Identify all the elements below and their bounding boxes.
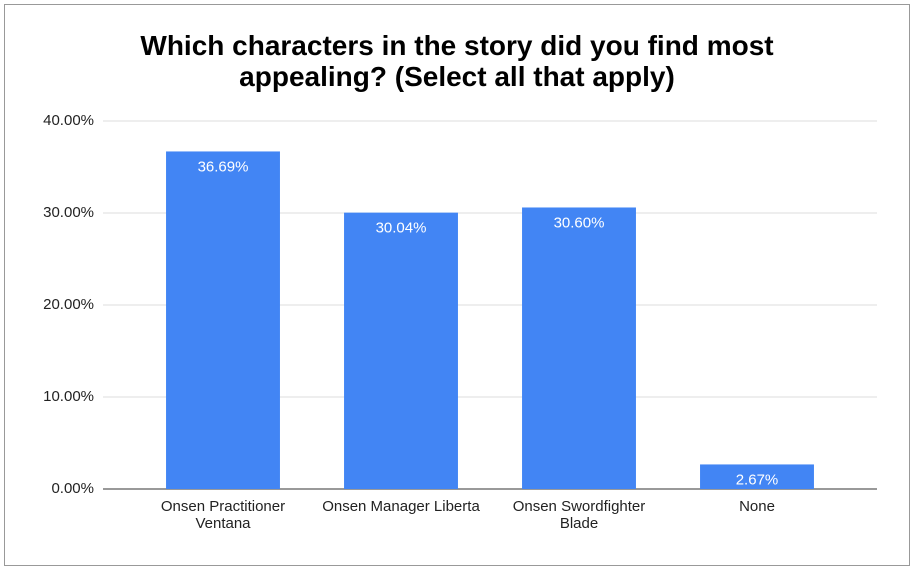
value-label: 30.04% — [376, 220, 427, 237]
bar — [700, 464, 814, 489]
x-tick-label: Onsen Swordfighter Blade — [512, 498, 646, 532]
value-label: 30.60% — [554, 214, 605, 231]
y-tick-label: 30.00% — [43, 204, 94, 221]
bar — [522, 207, 636, 490]
chart-title: Which characters in the story did you fi… — [140, 30, 774, 92]
x-tick-label: Onsen Practitioner Ventana — [160, 498, 286, 532]
value-label: 2.67% — [736, 471, 779, 488]
y-tick-label: 40.00% — [43, 112, 94, 129]
y-tick-label: 20.00% — [43, 296, 94, 313]
bar — [166, 151, 280, 489]
y-tick-label: 10.00% — [43, 388, 94, 405]
x-tick-label: Onsen Manager Liberta — [322, 498, 480, 515]
bar — [344, 212, 458, 489]
x-tick-label: None — [739, 498, 775, 515]
value-label: 36.69% — [198, 158, 249, 175]
y-tick-label: 0.00% — [51, 480, 94, 497]
